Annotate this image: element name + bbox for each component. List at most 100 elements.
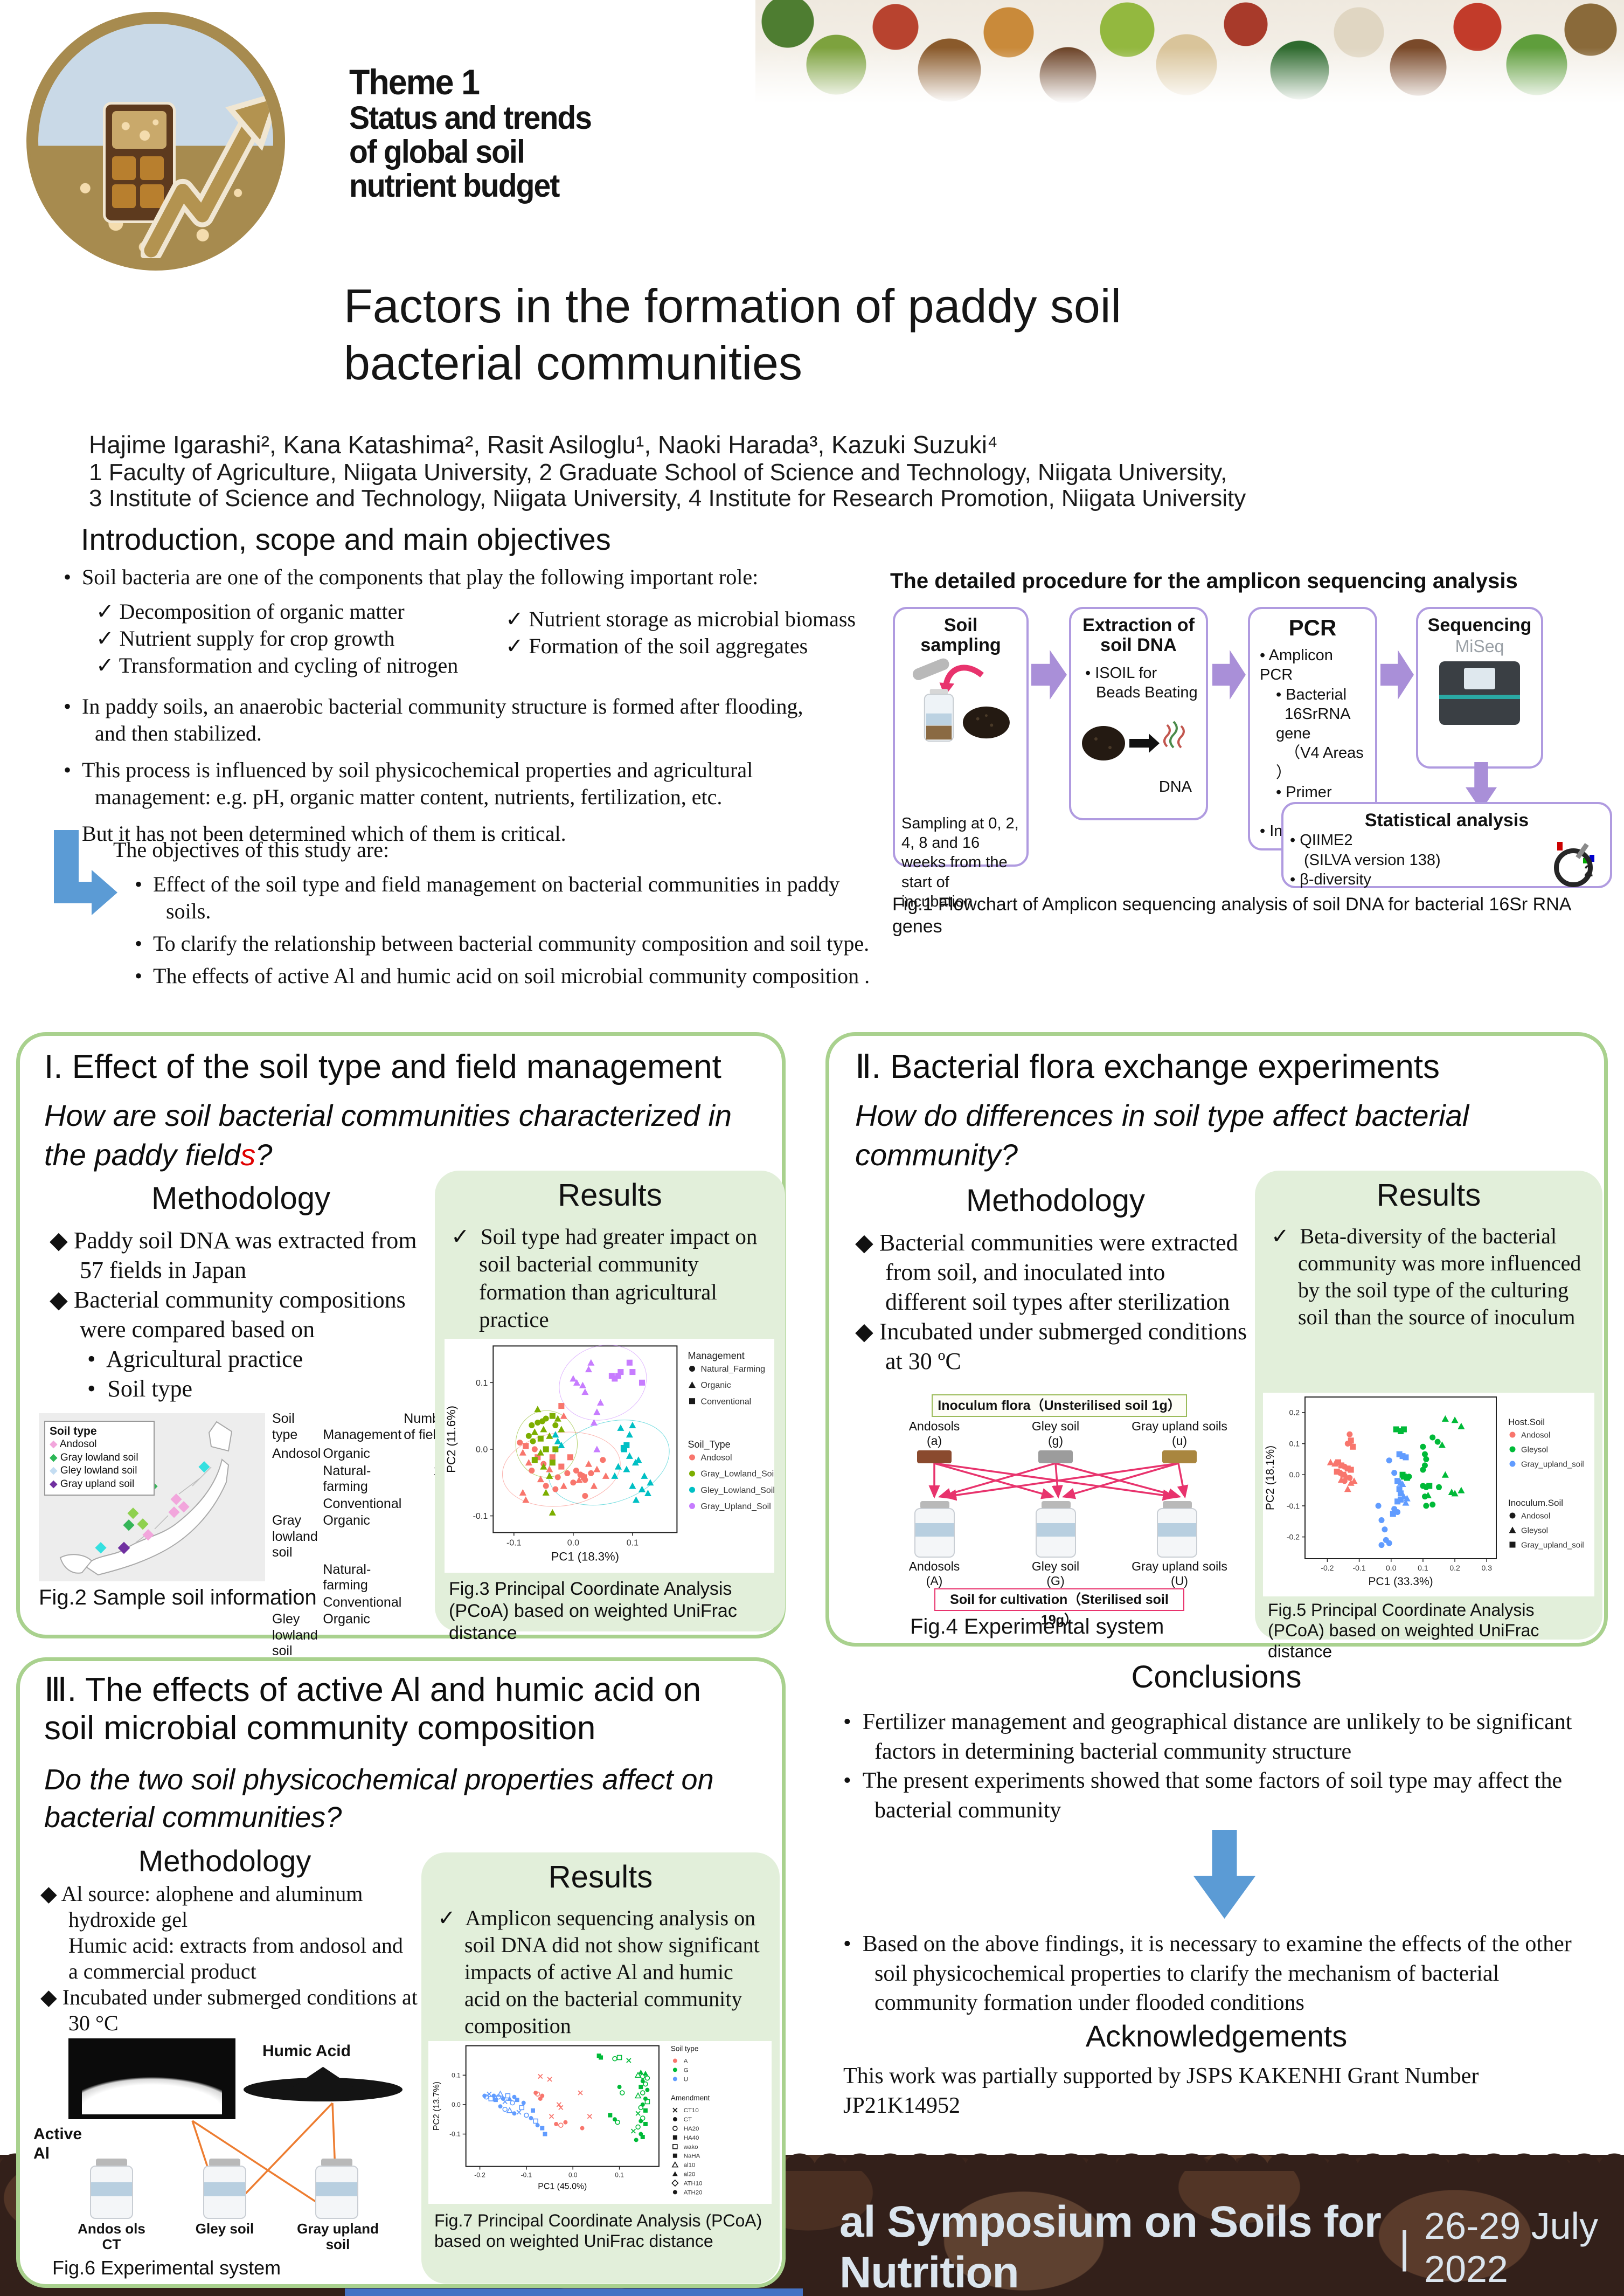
theme-logo	[30, 15, 282, 267]
section3-question: Do the two soil physicochemical properti…	[44, 1764, 714, 1834]
fig5-caption: Fig.5 Principal Coordinate Analysis (PCo…	[1268, 1600, 1539, 1661]
fig1-caption: Fig.1 Flowchart of Amplicon sequencing a…	[892, 894, 1571, 937]
svg-text:0.0: 0.0	[568, 2171, 578, 2179]
fig1-stats-title: Statistical analysis	[1364, 810, 1529, 831]
miseq-machine-icon	[1439, 661, 1520, 725]
section1-result-text: ✓ Soil type had greater impact on soil b…	[451, 1224, 758, 1332]
method-item: ◆ Paddy soil DNA was extracted from 57 f…	[50, 1227, 417, 1283]
symposium-dates: 26-29 July 2022	[1424, 2205, 1599, 2290]
fig3-pcoa-scatter: -0.1 0.0 0.1 -0.1 0.0 0.1 PC1 (18.3%) PC2 (11.6…	[445, 1344, 776, 1564]
section1-results-box: Results ✓ Soil type had greater impact o…	[435, 1171, 785, 1643]
bottle-icon	[1036, 1501, 1076, 1558]
section3-methodology-heading: Methodology	[138, 1844, 311, 1878]
svg-text:0.0: 0.0	[1386, 1564, 1397, 1572]
objective-item: • The effects of active Al and humic aci…	[135, 964, 870, 988]
active-al-photo	[68, 2038, 235, 2119]
svg-text:U: U	[684, 2076, 688, 2083]
svg-text:-0.1: -0.1	[449, 2131, 461, 2138]
fig4-top-item: Andosols (a)	[883, 1419, 985, 1463]
conclusions-list: • Fertilizer management and geographical…	[843, 1707, 1606, 1825]
objectives-arrow-icon	[54, 830, 117, 917]
svg-text:-0.1: -0.1	[473, 1511, 488, 1521]
fig6-bottle-label: Gley soil	[195, 2221, 254, 2237]
section2-result-text: ✓ Beta-diversity of the bacterial commun…	[1271, 1224, 1581, 1329]
soil-patch	[917, 1450, 952, 1463]
soil-patch	[1038, 1450, 1073, 1463]
conclusions-heading: Conclusions	[1131, 1659, 1302, 1695]
intro-check: ✓ Decomposition of organic matter	[96, 599, 405, 624]
svg-text:G: G	[684, 2067, 689, 2073]
conclusion-item: • Based on the above findings, it is nec…	[843, 1932, 1572, 2016]
fig5-pcoa-scatter: -0.2 -0.1 0.0 0.1 0.2 0.3 -0.2 -0.1 0.0 0.1 0.2 PC1…	[1264, 1396, 1584, 1588]
flow-arrow-icon	[1212, 650, 1246, 700]
intro-check: ✓ Transformation and cycling of nitrogen	[96, 653, 459, 677]
calculator-icon	[103, 102, 176, 223]
fig2-legend-item: ◆ Gley lowland soil	[50, 1465, 137, 1477]
section2-methodology-heading: Methodology	[966, 1183, 1146, 1218]
fig6-bottle-label: Gray upland soil	[297, 2221, 379, 2252]
flow-arrow-icon	[1031, 650, 1067, 700]
svg-text:Organic: Organic	[701, 1380, 731, 1390]
svg-text:0.0: 0.0	[567, 1538, 579, 1548]
acknowledgements-heading: Acknowledgements	[1085, 2019, 1348, 2053]
objectives-intro: The objectives of this study are:	[113, 838, 390, 862]
soil-patch	[1162, 1450, 1197, 1463]
intro-check: ✓ Nutrient storage as microbial biomass	[505, 607, 856, 631]
svg-text:Soil type: Soil type	[671, 2045, 698, 2053]
section1-panel: I. Effect of the soil type and field man…	[16, 1032, 786, 1807]
section3-heading: Ⅲ. The effects of active Al and humic ac…	[44, 1671, 702, 1747]
intro-bullet-3: • This process is influenced by soil phy…	[64, 758, 753, 809]
bottle-icon	[90, 2159, 133, 2219]
svg-text:-0.1: -0.1	[1353, 1564, 1366, 1572]
authors: Hajime Igarashi², Kana Katashima², Rasit…	[89, 431, 998, 459]
svg-text:Gray_upland_soil: Gray_upland_soil	[1521, 1460, 1584, 1469]
svg-text:ATH20: ATH20	[684, 2189, 703, 2196]
theme-number: Theme 1	[349, 62, 480, 102]
svg-text:Inoculum.Soil: Inoculum.Soil	[1508, 1498, 1563, 1508]
symposium-title: al Symposium on Soils for Nutrition	[839, 2197, 1382, 2296]
svg-text:PC2 (13.7%): PC2 (13.7%)	[432, 2081, 441, 2131]
fig4-inoculum-label: Inoculum flora（Unsterilised soil 1g）	[932, 1394, 1187, 1417]
section3-results-box: Results ✓ Amplicon sequencing analysis o…	[421, 1852, 780, 2284]
method-item: ◆ Incubated under submerged conditions a…	[855, 1318, 1247, 1374]
svg-text:HA20: HA20	[684, 2126, 699, 2132]
fig2-table-row: Natural-farming10	[323, 1463, 448, 1495]
svg-text:al20: al20	[684, 2171, 696, 2178]
intro-check: ✓ Nutrient supply for crop growth	[96, 626, 395, 651]
section2-question: How do differences in soil type affect b…	[855, 1098, 1469, 1172]
svg-text:PC2 (11.6%): PC2 (11.6%)	[445, 1406, 458, 1473]
section1-methodology-list: ◆ Paddy soil DNA was extracted from 57 f…	[50, 1226, 432, 1403]
fig1-soil-sampling-title: Soil sampling	[920, 615, 1001, 656]
fig2-map-legend: Soil type ◆ Andosol ◆ Gray lowland soil …	[44, 1421, 155, 1496]
qiime2-logo-icon: 2	[1552, 834, 1604, 887]
theme-line: Status and trends	[349, 100, 592, 136]
svg-text:-0.2: -0.2	[1287, 1533, 1300, 1541]
svg-text:Gleysol: Gleysol	[1521, 1526, 1548, 1535]
fig3-chart: -0.1 0.0 0.1 -0.1 0.0 0.1 PC1 (18.3%) PC2 (11.6…	[445, 1339, 776, 1573]
fig1-sequencing-title: Sequencing	[1427, 615, 1532, 635]
section1-heading: I. Effect of the soil type and field man…	[44, 1048, 721, 1085]
svg-text:Management: Management	[688, 1350, 744, 1361]
svg-text:0.2: 0.2	[1289, 1408, 1300, 1417]
method-item: ◆ Al source: alophene and aluminum hydro…	[40, 1882, 363, 1932]
intro-bullet-1: • Soil bacteria are one of the component…	[64, 565, 759, 589]
svg-text:NaHA: NaHA	[684, 2153, 700, 2160]
svg-text:0.1: 0.1	[615, 2171, 624, 2179]
calc-key	[140, 156, 164, 180]
conclusion-item: • Fertilizer management and geographical…	[843, 1710, 1572, 1764]
section2-results-heading: Results	[1376, 1178, 1481, 1213]
fig4-caption: Fig.4 Experimental system	[910, 1615, 1164, 1638]
flow-arrow-icon	[1380, 650, 1414, 700]
fig6-bottle-label: Andos ols CT	[78, 2221, 145, 2252]
intro-check: ✓ Formation of the soil aggregates	[505, 634, 808, 658]
fig4-top-item: Gley soil (g)	[1004, 1419, 1107, 1463]
fig2-table-row: Conventional6	[323, 1496, 448, 1511]
calc-key	[112, 184, 136, 208]
fig4-bottom-item: Gley soil (G)	[1031, 1559, 1080, 1588]
fig2-table-row: Gley lowland soilOrganic9	[272, 1612, 448, 1658]
svg-text:0.0: 0.0	[476, 1445, 488, 1455]
svg-text:Andosol: Andosol	[701, 1453, 732, 1463]
fig4-experimental-system: Inoculum flora（Unsterilised soil 1g） And…	[867, 1394, 1244, 1628]
banner-separator: |	[1398, 2223, 1411, 2272]
svg-text:PC1 (45.0%): PC1 (45.0%)	[538, 2182, 587, 2191]
